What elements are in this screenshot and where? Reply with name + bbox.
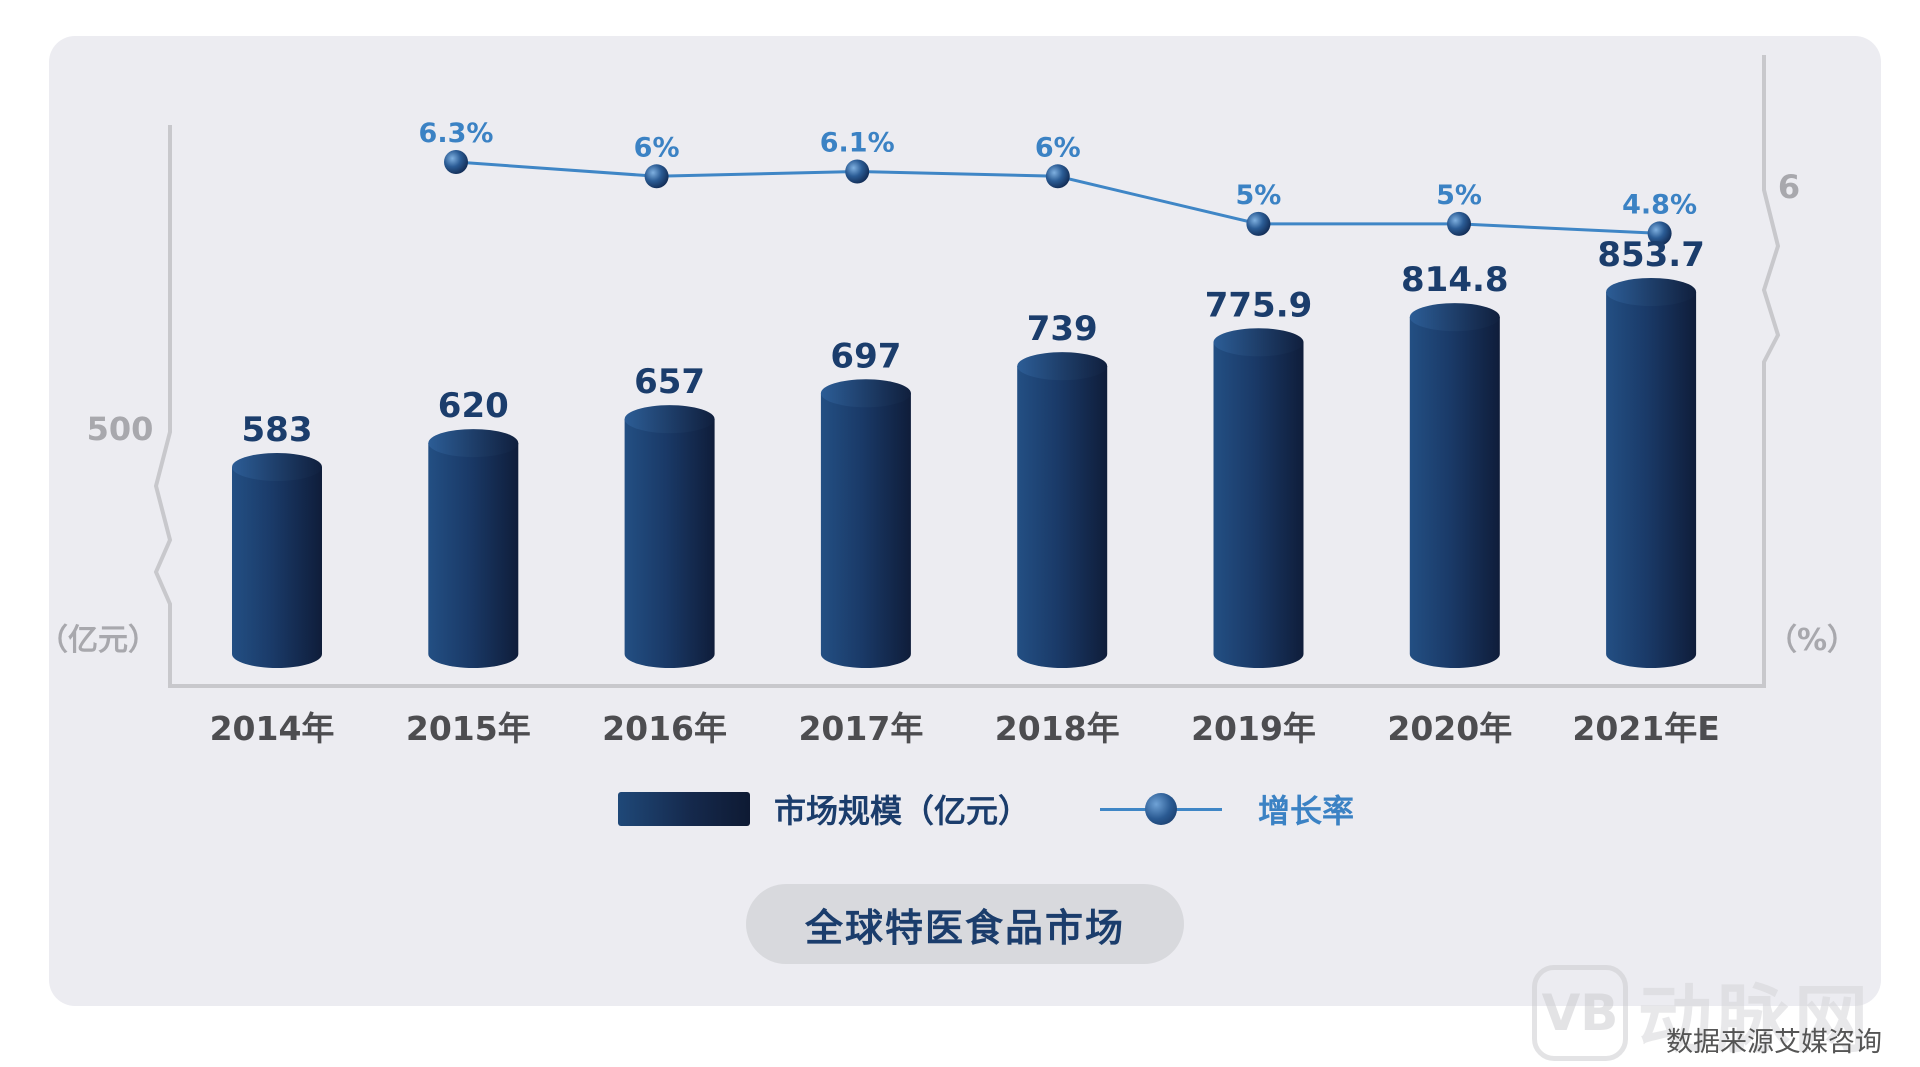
bar-body [1017,366,1108,668]
left-axis-line [153,125,173,686]
growth-rate-point [644,164,669,189]
bar [1606,277,1697,668]
bar-value-label: 814.8 [1401,260,1509,300]
legend-bar-label: 市场规模（亿元） [774,792,1031,830]
growth-rate-point [1647,221,1672,246]
right-axis-break-tick: 6 [1778,168,1800,206]
growth-rate-label: 6% [1035,132,1081,163]
watermark: VB 动脉网 [1532,965,1872,1063]
bar [1017,352,1108,668]
chart-panel [49,36,1881,1006]
growth-rate-label: 5% [1436,180,1482,211]
bar-cap [820,379,911,408]
legend-bar-swatch [618,792,750,826]
chart-title-pill: 全球特医食品市场 [746,884,1184,964]
x-tick-label: 2016年 [602,709,727,748]
bar [820,379,911,668]
bar-cap [1606,277,1697,306]
x-tick-label: 2021年E [1572,709,1719,748]
x-tick-label: 2015年 [406,709,531,748]
x-tick-label: 2019年 [1191,709,1316,748]
right-axis-unit-label: （%） [1767,623,1857,658]
bar-value-label: 739 [1027,309,1098,349]
legend: 市场规模（亿元） 增长率 [618,787,1354,831]
left-axis-unit-label: （亿元） [38,623,158,658]
bar [1213,328,1304,668]
growth-rate-label: 6.3% [419,118,494,149]
growth-rate-point [1447,211,1471,236]
x-tick-label: 2020年 [1387,709,1512,748]
growth-rate-label: 6% [634,132,680,163]
bar-series [232,277,1697,668]
bar [232,453,322,668]
growth-rate-label: 6.1% [820,128,895,159]
bar-body [1213,342,1304,668]
growth-rate-point [845,159,870,184]
bar-cap [1017,352,1108,381]
x-tick-label: 2014年 [210,709,335,748]
bar [624,405,715,668]
x-tick-label: 2018年 [995,709,1120,748]
bar-value-label: 657 [634,362,705,402]
data-labels: 583 620 657 697 739 775.9 814.8 853.7 6.3% 6% 6.1%… [242,118,1705,450]
growth-rate-point [444,150,468,174]
bar-cap [1409,303,1500,332]
bar-value-label: 775.9 [1205,285,1313,325]
x-axis-ticks: 2014年 2015年 2016年 2017年 2018年 2019年 2020年 2021年… [210,709,1720,748]
bar-body [1606,291,1697,668]
growth-rate-point [1246,211,1271,236]
bar-cap [232,453,322,481]
bar-body [624,419,715,668]
legend-line-label: 增长率 [1258,792,1355,830]
bar-body [428,443,519,668]
growth-rate-label: 4.8% [1622,189,1697,220]
bar-cap [428,429,519,458]
legend-line-swatch [1100,792,1223,826]
line-series [444,150,1672,246]
bar-value-label: 697 [830,336,901,376]
bar-value-label: 583 [242,410,313,450]
bar-body [1409,317,1500,668]
bar-cap [1213,328,1304,357]
watermark-text: 动脉网 [1638,976,1872,1063]
source-note: 数据来源艾媒咨询 [1666,1027,1882,1058]
bar-body [232,467,322,668]
legend-line-marker [1145,793,1178,825]
x-tick-label: 2017年 [798,709,923,748]
growth-rate-point [1045,164,1070,189]
axes: 500 （亿元） 6 （%） [38,55,1857,688]
left-axis-break-tick: 500 [87,410,154,448]
bar [428,429,519,668]
bar-value-label: 620 [438,386,509,426]
bar-value-label: 853.7 [1597,235,1705,275]
right-axis-line [1761,55,1781,686]
bar [1409,303,1500,668]
watermark-logo-icon: VB [1532,965,1628,1061]
growth-rate-label: 5% [1235,180,1281,211]
bar-body [820,393,911,668]
bar-cap [624,405,715,434]
